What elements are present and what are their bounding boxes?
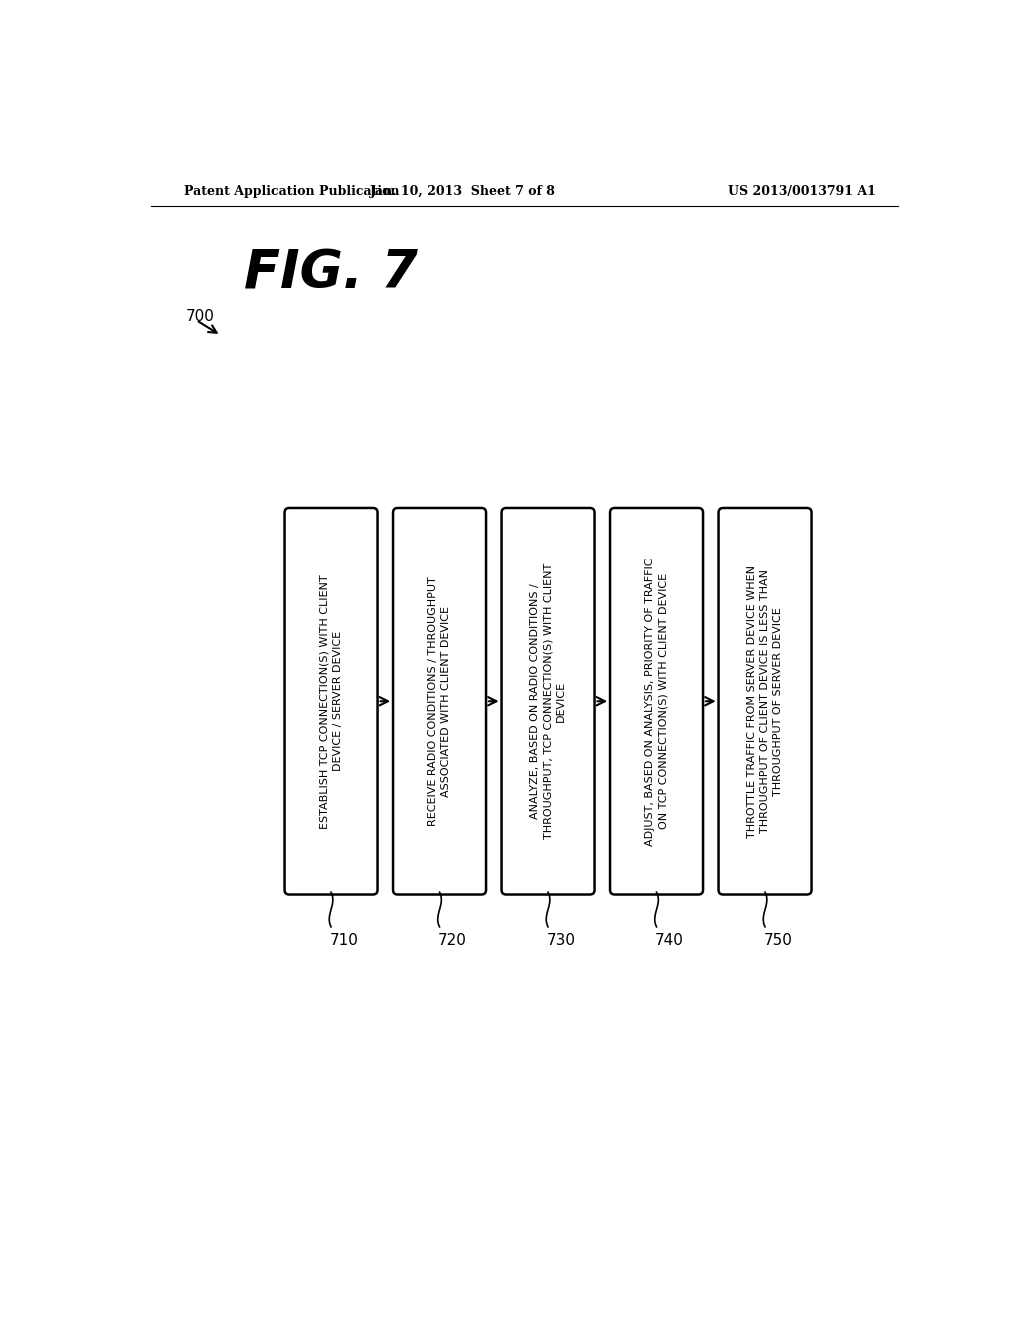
Text: Jan. 10, 2013  Sheet 7 of 8: Jan. 10, 2013 Sheet 7 of 8: [370, 185, 556, 198]
FancyBboxPatch shape: [393, 508, 486, 895]
Text: 720: 720: [438, 933, 467, 948]
Text: 700: 700: [186, 309, 215, 323]
Text: US 2013/0013791 A1: US 2013/0013791 A1: [728, 185, 877, 198]
FancyBboxPatch shape: [502, 508, 595, 895]
Text: 750: 750: [764, 933, 793, 948]
Text: 730: 730: [547, 933, 575, 948]
Text: ESTABLISH TCP CONNECTION(S) WITH CLIENT
DEVICE / SERVER DEVICE: ESTABLISH TCP CONNECTION(S) WITH CLIENT …: [319, 574, 343, 829]
Text: Patent Application Publication: Patent Application Publication: [183, 185, 399, 198]
FancyBboxPatch shape: [285, 508, 378, 895]
Text: THROTTLE TRAFFIC FROM SERVER DEVICE WHEN
THROUGHPUT OF CLIENT DEVICE IS LESS THA: THROTTLE TRAFFIC FROM SERVER DEVICE WHEN…: [746, 565, 783, 838]
Text: ANALYZE, BASED ON RADIO CONDITIONS /
THROUGHPUT, TCP CONNECTION(S) WITH CLIENT
D: ANALYZE, BASED ON RADIO CONDITIONS / THR…: [529, 564, 566, 840]
Text: ADJUST, BASED ON ANALYSIS, PRIORITY OF TRAFFIC
ON TCP CONNECTION(S) WITH CLIENT : ADJUST, BASED ON ANALYSIS, PRIORITY OF T…: [645, 557, 668, 846]
Text: 710: 710: [330, 933, 358, 948]
FancyBboxPatch shape: [719, 508, 812, 895]
FancyBboxPatch shape: [610, 508, 703, 895]
Text: 740: 740: [655, 933, 684, 948]
Text: FIG. 7: FIG. 7: [245, 248, 418, 300]
Text: RECEIVE RADIO CONDITIONS / THROUGHPUT
ASSOCIATED WITH CLIENT DEVICE: RECEIVE RADIO CONDITIONS / THROUGHPUT AS…: [428, 577, 452, 826]
